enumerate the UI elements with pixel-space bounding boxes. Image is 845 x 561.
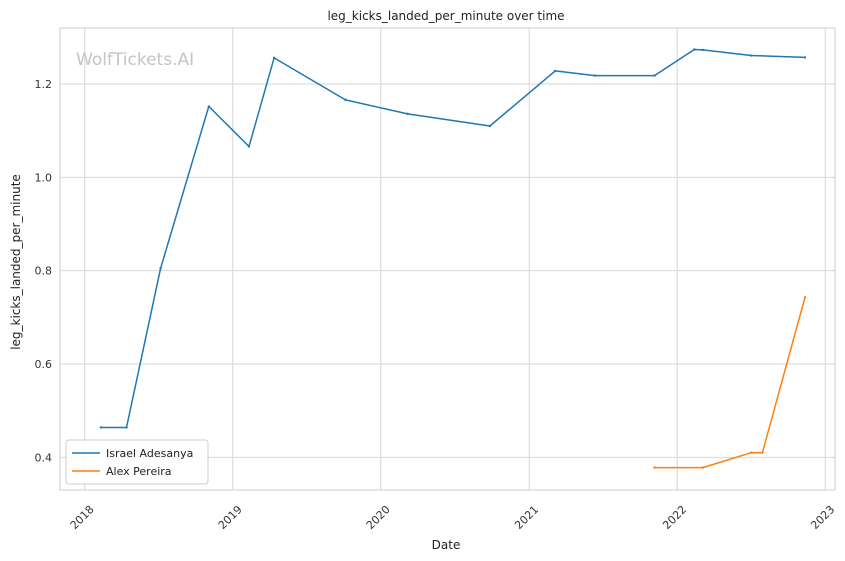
x-tick-label: 2019	[216, 503, 245, 532]
data-point-israel-adesanya	[553, 69, 557, 73]
data-point-alex-pereira	[803, 296, 807, 299]
data-point-israel-adesanya	[406, 112, 409, 116]
legend-label-israel-adesanya: Israel Adesanya	[106, 447, 193, 460]
x-tick-label: 2020	[364, 503, 393, 532]
series-lines	[99, 48, 807, 469]
y-axis-ticks: 0.4 0.6 0.8 1.0 1.2	[35, 78, 53, 464]
x-axis-ticks: 2018 2019 2020 2021 2022 2023	[68, 503, 838, 532]
data-point-israel-adesanya	[247, 145, 251, 148]
data-point-alex-pereira	[749, 451, 753, 454]
plot-border	[59, 27, 836, 491]
plot-area	[60, 28, 835, 490]
data-point-israel-adesanya	[272, 56, 276, 60]
data-point-israel-adesanya	[99, 426, 103, 429]
x-tick-label: 2022	[660, 503, 689, 532]
legend-box	[65, 439, 209, 485]
data-point-israel-adesanya	[593, 74, 597, 77]
watermark: WolfTickets.AI	[76, 50, 194, 70]
y-axis-label: leg_kicks_landed_per_minute	[9, 174, 23, 350]
data-point-israel-adesanya	[749, 54, 753, 57]
data-point-israel-adesanya	[653, 74, 656, 77]
data-point-alex-pereira	[701, 466, 704, 469]
y-tick-label: 1.2	[35, 78, 53, 91]
y-tick-label: 0.4	[35, 451, 53, 464]
data-point-israel-adesanya	[344, 98, 347, 102]
legend-label-alex-pereira: Alex Pereira	[106, 465, 172, 478]
data-point-israel-adesanya	[488, 124, 492, 128]
y-tick-label: 1.0	[35, 171, 53, 184]
grid	[60, 28, 835, 490]
x-axis-label: Date	[432, 538, 461, 552]
x-tick-label: 2023	[808, 503, 837, 532]
x-tick-label: 2018	[68, 503, 97, 532]
y-tick-label: 0.6	[35, 358, 53, 371]
data-point-alex-pereira	[761, 451, 764, 454]
legend: Israel Adesanya Alex Pereira	[65, 439, 209, 485]
data-point-israel-adesanya	[207, 105, 211, 108]
data-point-alex-pereira	[653, 466, 656, 469]
y-tick-label: 0.8	[35, 265, 53, 278]
data-point-israel-adesanya	[125, 426, 128, 429]
data-point-israel-adesanya	[693, 48, 696, 51]
data-point-israel-adesanya	[803, 56, 807, 59]
x-tick-label: 2021	[512, 503, 541, 532]
data-point-israel-adesanya	[159, 267, 162, 270]
data-point-israel-adesanya	[701, 48, 704, 52]
series-line-israel-adesanya	[101, 48, 806, 429]
chart-title: leg_kicks_landed_per_minute over time	[327, 9, 564, 23]
